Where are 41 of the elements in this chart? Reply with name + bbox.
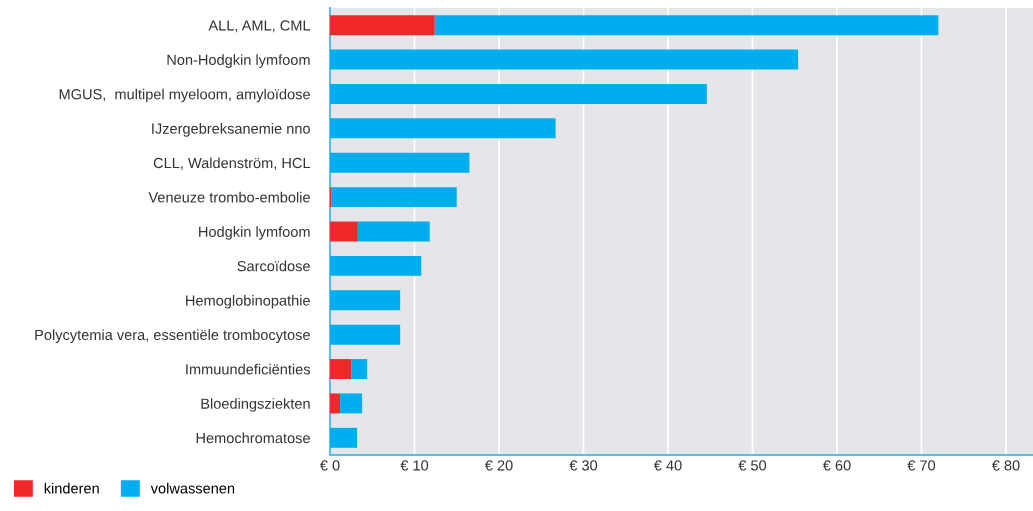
bar [330,290,401,311]
x-tick-label: € 80 [991,460,1020,471]
y-tick-label: Sarcoïdose [237,260,310,272]
y-tick-label: Hemoglobinopathie [186,294,310,309]
y-tick-label: Immuundeficiënties [186,363,311,375]
bar [330,152,470,173]
x-tick-label: € 60 [822,460,851,471]
y-tick-label: Bloedingsziekten [201,398,310,412]
bar [330,393,341,414]
bar [330,118,556,139]
legend-label: volwassenen [150,482,235,494]
x-tick-label: € 10 [400,460,429,471]
x-tick-label: € 50 [738,460,767,471]
bar [330,49,799,70]
bar [351,359,368,380]
y-tick-label: IJzergebreksanemie nno [152,123,310,137]
x-tick-label: € 0 [319,460,340,471]
x-tick-label: € 20 [484,460,513,471]
bar [330,427,358,448]
bar [330,15,435,36]
bar [434,15,939,36]
y-tick-label: MGUS, multipel myeloom, amyloïdose [59,88,310,103]
y-tick-label: Non-Hodgkin lymfoom [167,54,310,68]
bar [330,221,358,242]
bar [357,221,430,242]
bar [340,393,363,414]
bar [330,83,707,104]
y-tick-label: Hodgkin lymfoom [199,226,310,240]
y-tick-label: ALL, AML, CML [208,20,311,33]
bar [331,187,457,208]
x-tick-label: € 30 [569,460,598,471]
legend-label: kinderen [44,482,99,494]
bar [330,324,401,345]
x-tick-label: € 40 [653,460,682,471]
y-tick-label: CLL, Waldenström, HCL [153,157,311,170]
bar [330,359,352,380]
y-tick-label: Veneuze trombo-embolie [148,191,310,203]
bar [330,255,422,276]
x-tick-label: € 70 [907,460,936,471]
y-tick-label: Polycytemia vera, essentiële trombocytose [35,329,310,343]
y-tick-label: Hemochromatose [196,432,310,444]
